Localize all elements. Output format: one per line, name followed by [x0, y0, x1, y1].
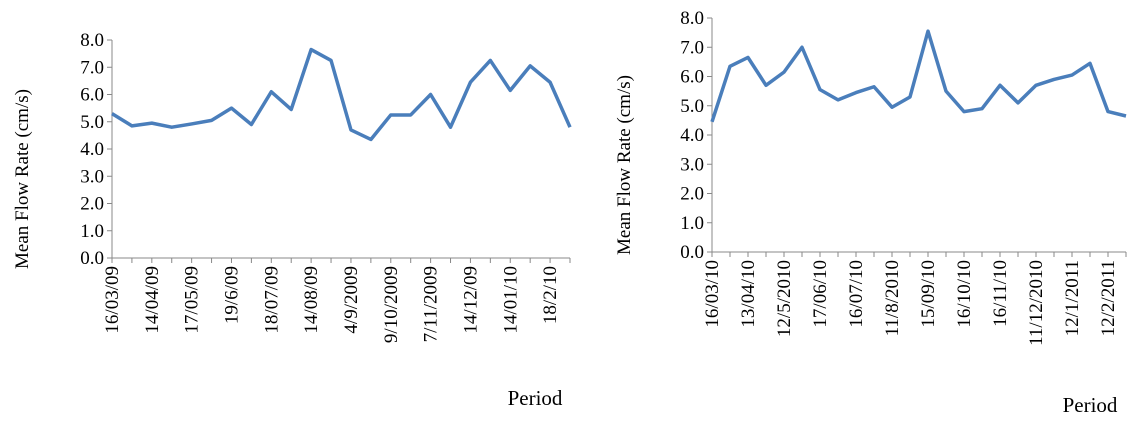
- x-tick-label: 12/1/2011: [1062, 260, 1083, 336]
- y-tick-label: 5.0: [80, 112, 104, 133]
- x-tick-label: 12/2/2011: [1098, 260, 1119, 336]
- x-tick-label: 13/04/10: [738, 260, 759, 328]
- x-tick-label: 16/03/09: [102, 266, 123, 334]
- y-axis-title: Mean Flow Rate (cm/s): [12, 89, 33, 269]
- y-tick-label: 2.0: [680, 184, 704, 205]
- x-axis-title: Period: [1063, 393, 1118, 417]
- x-tick-label: 12/5/2010: [774, 260, 795, 337]
- y-tick-label: 6.0: [80, 85, 104, 106]
- x-tick-label: 17/06/10: [810, 260, 831, 328]
- y-tick-label: 1.0: [680, 213, 704, 234]
- y-tick-label: 0.0: [680, 242, 704, 263]
- y-tick-label: 2.0: [80, 194, 104, 215]
- y-tick-label: 0.0: [80, 248, 104, 269]
- x-tick-label: 14/04/09: [142, 266, 163, 334]
- x-tick-label: 14/12/09: [460, 266, 481, 334]
- x-tick-label: 16/03/10: [702, 260, 723, 328]
- x-tick-label: 19/6/09: [221, 266, 242, 324]
- y-tick-label: 4.0: [80, 139, 104, 160]
- y-tick-label: 7.0: [80, 57, 104, 78]
- x-tick-label: 18/07/09: [261, 266, 282, 334]
- x-tick-label: 16/07/10: [846, 260, 867, 328]
- y-tick-label: 1.0: [80, 221, 104, 242]
- y-tick-label: 3.0: [680, 154, 704, 175]
- x-tick-label: 17/05/09: [182, 266, 203, 334]
- x-tick-label: 7/11/2009: [421, 266, 442, 342]
- y-tick-label: 7.0: [680, 37, 704, 58]
- x-tick-label: 15/09/10: [918, 260, 939, 328]
- x-tick-label: 9/10/2009: [381, 266, 402, 343]
- y-tick-label: 6.0: [680, 67, 704, 88]
- x-tick-label: 11/12/2010: [1026, 260, 1047, 346]
- x-tick-label: 11/8/2010: [882, 260, 903, 336]
- x-tick-label: 16/10/10: [954, 260, 975, 328]
- y-tick-label: 5.0: [680, 96, 704, 117]
- x-tick-label: 16/11/10: [990, 260, 1011, 327]
- y-tick-label: 3.0: [80, 166, 104, 187]
- x-axis-title: Period: [508, 386, 563, 410]
- data-line: [111, 47, 572, 142]
- data-line: [710, 29, 1127, 123]
- y-tick-label: 4.0: [680, 125, 704, 146]
- x-tick-label: 4/9/2009: [341, 266, 362, 334]
- y-tick-label: 8.0: [680, 8, 704, 29]
- x-tick-label: 14/01/10: [500, 266, 521, 334]
- y-tick-label: 8.0: [80, 30, 104, 51]
- y-axis-title: Mean Flow Rate (cm/s): [614, 75, 635, 255]
- x-tick-label: 18/2/10: [540, 266, 561, 324]
- x-tick-label: 14/08/09: [301, 266, 322, 334]
